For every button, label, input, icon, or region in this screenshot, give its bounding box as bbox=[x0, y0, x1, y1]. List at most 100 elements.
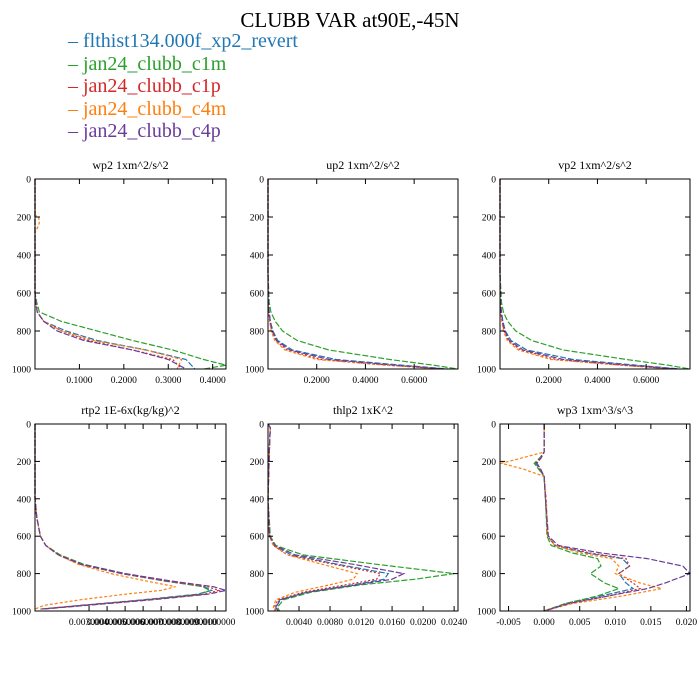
y-tick-label: 400 bbox=[250, 252, 265, 262]
x-tick-label: 0.0120 bbox=[348, 618, 374, 628]
y-tick-label: 600 bbox=[17, 533, 32, 543]
y-tick-label: 200 bbox=[482, 458, 497, 468]
y-tick-label: 600 bbox=[17, 290, 32, 300]
legend-label: jan24_clubb_c4m bbox=[83, 97, 227, 120]
y-tick-label: 400 bbox=[17, 252, 32, 262]
x-tick-label: 0.020 bbox=[676, 618, 698, 628]
y-tick-label: 1000 bbox=[245, 608, 264, 618]
legend-label: jan24_clubb_c1m bbox=[83, 52, 227, 75]
x-tick-label: 0.2000 bbox=[111, 376, 137, 386]
series-line bbox=[267, 423, 406, 612]
x-tick-label: 0.4000 bbox=[200, 376, 226, 386]
series-line bbox=[267, 423, 359, 612]
panel-title: up2 1xm^2/s^2 bbox=[326, 158, 400, 172]
x-tick-label: 0.2000 bbox=[304, 376, 330, 386]
series-line bbox=[267, 179, 449, 370]
legend-label: jan24_clubb_c1p bbox=[83, 75, 221, 98]
y-tick-label: 1000 bbox=[12, 608, 31, 618]
x-tick-label: 0.0090000 bbox=[177, 618, 218, 628]
x-tick-label: 0.0040 bbox=[286, 618, 312, 628]
x-tick-label: 0.0080000 bbox=[159, 618, 200, 628]
plot-frame bbox=[34, 178, 227, 370]
legend-label: jan24_clubb_c4p bbox=[83, 120, 221, 143]
y-tick-label: 200 bbox=[250, 214, 265, 224]
series-line bbox=[499, 179, 678, 370]
legend-item: – jan24_clubb_c1m bbox=[68, 53, 298, 76]
series-line bbox=[267, 179, 444, 370]
x-tick-label: 0.015 bbox=[640, 618, 662, 628]
figure-title: CLUBB VAR at90E,-45N bbox=[240, 8, 460, 32]
y-tick-label: 1000 bbox=[12, 366, 31, 376]
panel: wp2 1xm^2/s^2 0 200 400 600 800 1000 0.1000 0.20… bbox=[12, 158, 227, 386]
panel: rtp2 1E-6x(kg/kg)^2 0 200 400 600 800 1000 0.00… bbox=[12, 403, 236, 628]
panel-title: rtp2 1E-6x(kg/kg)^2 bbox=[81, 403, 180, 417]
y-tick-label: 400 bbox=[17, 495, 32, 505]
x-tick-label: 0.0030000 bbox=[69, 618, 110, 628]
x-tick-label: 0.1000 bbox=[66, 376, 92, 386]
x-tick-label: 0.0160 bbox=[379, 618, 405, 628]
panel: up2 1xm^2/s^2 0 200 400 600 800 1000 0.2000 0.40… bbox=[245, 158, 459, 386]
x-tick-label: 0.0240 bbox=[441, 618, 467, 628]
panel-title: vp2 1xm^2/s^2 bbox=[558, 158, 632, 172]
series-line bbox=[499, 179, 681, 370]
series-line bbox=[533, 424, 621, 612]
plot-frame bbox=[267, 423, 459, 612]
y-tick-label: 1000 bbox=[245, 366, 264, 376]
series-line bbox=[34, 424, 214, 610]
legend-item: – jan24_clubb_c4m bbox=[68, 98, 298, 121]
plot-frame bbox=[267, 178, 459, 370]
plot-frame bbox=[499, 178, 691, 370]
series-line bbox=[534, 424, 635, 612]
series-line bbox=[267, 179, 444, 370]
x-tick-label: 0.2000 bbox=[536, 376, 562, 386]
x-tick-label: 0.6000 bbox=[633, 376, 659, 386]
x-tick-label: -0.005 bbox=[496, 618, 521, 628]
y-tick-label: 0 bbox=[26, 176, 31, 186]
y-tick-label: 0 bbox=[491, 421, 496, 431]
x-tick-label: 0.0060000 bbox=[123, 618, 164, 628]
y-tick-label: 800 bbox=[17, 570, 32, 580]
series-line bbox=[34, 179, 183, 370]
y-tick-label: 0 bbox=[26, 421, 31, 431]
legend-item: – jan24_clubb_c1p bbox=[68, 75, 298, 98]
legend-dash: – bbox=[68, 30, 83, 52]
y-tick-label: 800 bbox=[17, 328, 32, 338]
y-tick-label: 0 bbox=[259, 421, 264, 431]
y-tick-label: 200 bbox=[482, 214, 497, 224]
series-line bbox=[267, 179, 446, 370]
series-line bbox=[535, 424, 642, 612]
panel-title: wp3 1xm^3/s^3 bbox=[557, 403, 633, 417]
x-tick-label: 0.0050000 bbox=[105, 618, 146, 628]
series-line bbox=[499, 424, 662, 612]
plot-frame bbox=[499, 423, 691, 612]
y-tick-label: 200 bbox=[250, 458, 265, 468]
panel-title: wp2 1xm^2/s^2 bbox=[92, 158, 168, 172]
x-tick-label: 0.4000 bbox=[352, 376, 378, 386]
plot-frame bbox=[34, 423, 227, 612]
legend-dash: – bbox=[68, 120, 83, 143]
y-tick-label: 400 bbox=[250, 495, 265, 505]
y-tick-label: 800 bbox=[250, 328, 265, 338]
series-line bbox=[34, 179, 227, 370]
y-tick-label: 0 bbox=[259, 176, 264, 186]
panel: vp2 1xm^2/s^2 0 200 400 600 800 1000 0.2000 0.40… bbox=[477, 158, 691, 386]
y-tick-label: 400 bbox=[482, 495, 497, 505]
series-line bbox=[34, 179, 196, 370]
y-tick-label: 1000 bbox=[477, 608, 496, 618]
legend: – flthist134.000f_xp2_revert – jan24_clu… bbox=[68, 30, 298, 143]
y-tick-label: 600 bbox=[250, 533, 265, 543]
series-line bbox=[499, 179, 676, 370]
series-line bbox=[34, 424, 221, 610]
x-tick-label: 0.0100000 bbox=[195, 618, 236, 628]
legend-dash: – bbox=[68, 97, 83, 120]
series-line bbox=[34, 424, 212, 610]
x-tick-label: 0.005 bbox=[569, 618, 591, 628]
x-tick-label: 0.0080 bbox=[317, 618, 343, 628]
series-line bbox=[267, 423, 455, 612]
y-tick-label: 200 bbox=[17, 458, 32, 468]
series-line bbox=[34, 424, 176, 610]
x-tick-label: 0.000 bbox=[533, 618, 555, 628]
y-tick-label: 0 bbox=[491, 176, 496, 186]
x-tick-label: 0.0070000 bbox=[141, 618, 182, 628]
